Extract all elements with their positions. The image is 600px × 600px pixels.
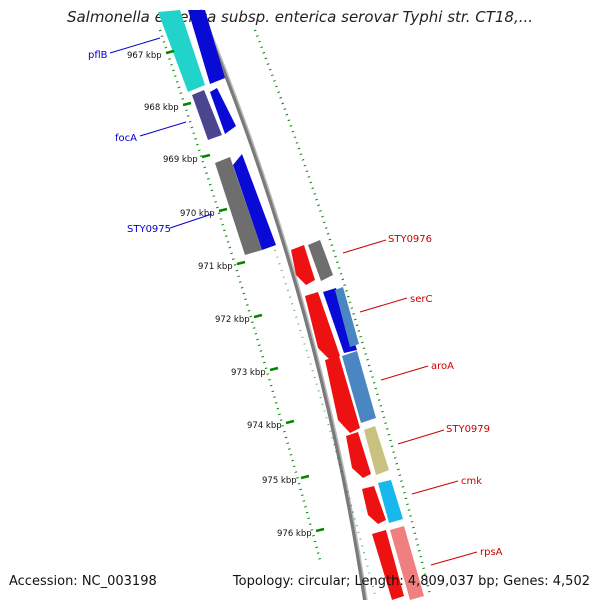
accession-text: Accession: NC_003198 (9, 574, 157, 589)
gene-block-grey-STY0975 (215, 157, 262, 255)
tick-label: 967 kbp (127, 51, 162, 61)
gene-arrow-STY0976-red (291, 245, 315, 285)
gene-block-serC-steel (335, 287, 359, 347)
tick-mark (236, 260, 246, 266)
gene-connector (430, 551, 478, 566)
gene-block-focA (192, 90, 222, 140)
gene-arrow-cmk-red (362, 486, 386, 524)
tick-label: 976 kbp (277, 529, 312, 539)
gene-block-blue-top (188, 10, 225, 84)
gene-label-STY0975[interactable]: STY0975 (127, 224, 171, 235)
gene-arrow-rpsA-red (372, 530, 404, 600)
gene-label-STY0979[interactable]: STY0979 (446, 424, 490, 435)
gene-arrow-focA-blue (210, 88, 236, 134)
gene-label-cmk[interactable]: cmk (461, 476, 482, 487)
gene-block-cyan (158, 10, 205, 92)
gene-arrow-blue-STY0975 (233, 154, 276, 250)
gene-label-serC[interactable]: serC (410, 294, 432, 305)
genome-summary: Topology: circular; Length: 4,809,037 bp… (232, 574, 590, 589)
gene-label-pflB[interactable]: pflB (88, 50, 108, 61)
tick-mark (253, 313, 263, 319)
gene-connector (380, 365, 429, 381)
gene-block-STY0979-khaki (364, 426, 389, 475)
gene-block-rpsA-pink (390, 526, 424, 600)
gene-block-STY0976-grey (308, 240, 333, 281)
gene-connector (169, 213, 213, 229)
tick-mark (315, 527, 325, 533)
gene-label-focA[interactable]: focA (115, 133, 137, 144)
tick-mark (182, 101, 192, 107)
tick-label: 970 kbp (180, 209, 215, 219)
tick-label: 968 kbp (144, 103, 179, 113)
backbone-highlight (201, 9, 368, 600)
gene-label-rpsA[interactable]: rpsA (480, 547, 503, 558)
tick-label: 974 kbp (247, 421, 282, 431)
gene-connector (359, 297, 408, 313)
tick-mark (201, 153, 211, 159)
gene-connector (411, 480, 459, 495)
tick-label: 969 kbp (163, 155, 198, 165)
left-labels: pflB focA STY0975 (88, 37, 213, 235)
tick-mark (300, 474, 310, 480)
tick-label: 973 kbp (231, 368, 266, 378)
gene-connector (109, 37, 161, 54)
tick-mark (218, 207, 228, 213)
gene-label-STY0976[interactable]: STY0976 (388, 234, 432, 245)
gene-connector (342, 239, 387, 254)
tick-label: 972 kbp (215, 315, 250, 325)
tick-mark (285, 419, 295, 425)
tick-mark (165, 49, 175, 55)
gene-block-cmk-cyan (378, 480, 403, 523)
gene-connector (139, 121, 187, 137)
tick-label: 971 kbp (198, 262, 233, 272)
right-labels: STY0976 serC aroA STY0979 cmk rpsA (342, 234, 503, 566)
gene-arrow-STY0979-red (346, 432, 371, 478)
tick-label: 975 kbp (262, 476, 297, 486)
backbone (198, 9, 367, 600)
gene-block-aroA-steel (342, 351, 376, 423)
gene-arrow-serC-red (305, 292, 340, 360)
gene-arrow-aroA-red (325, 356, 360, 433)
tick-mark (269, 366, 279, 372)
tick-layer: 967 kbp 968 kbp 969 kbp 970 kbp 971 kbp 972 k… (127, 49, 325, 539)
gene-connector (397, 429, 445, 445)
gene-label-aroA[interactable]: aroA (431, 361, 454, 372)
